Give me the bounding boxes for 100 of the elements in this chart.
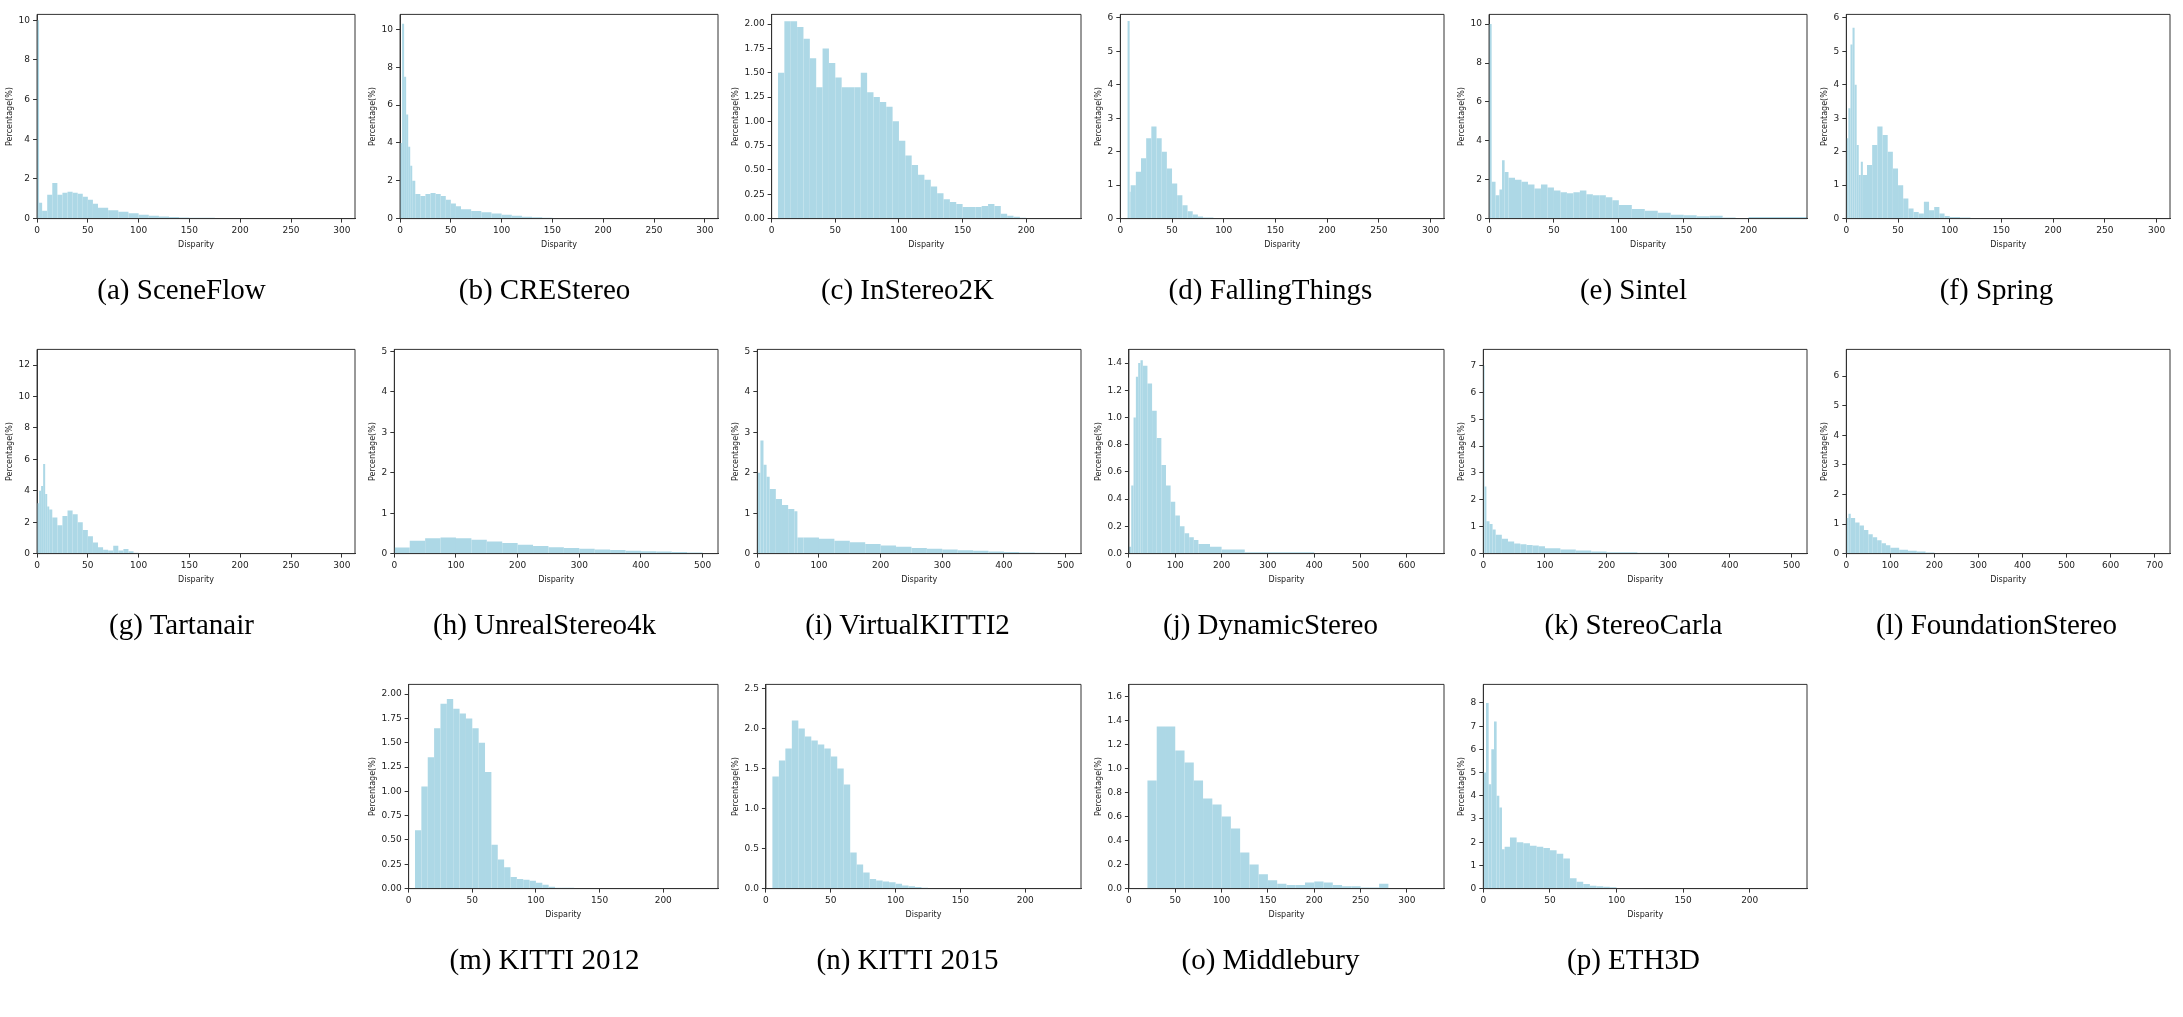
y-axis-title: Percentage(%) bbox=[4, 87, 14, 146]
x-tick-label: 200 bbox=[872, 560, 890, 571]
y-tick-label: 5 bbox=[1833, 399, 1840, 410]
y-tick-label: 4 bbox=[24, 133, 31, 144]
x-tick-label: 50 bbox=[445, 225, 457, 236]
x-tick-label: 200 bbox=[231, 225, 250, 236]
y-tick-label: 5 bbox=[1107, 45, 1114, 56]
y-tick-label: 2.0 bbox=[744, 722, 760, 733]
x-tick-label: 200 bbox=[594, 225, 613, 236]
y-tick-label: 4 bbox=[1107, 79, 1114, 90]
y-tick-label: 3 bbox=[1833, 459, 1840, 470]
y-tick-label: 4 bbox=[1833, 429, 1840, 440]
x-tick-label: 100 bbox=[1212, 895, 1231, 906]
x-tick-label: 200 bbox=[509, 560, 527, 571]
y-tick-label: 3 bbox=[1470, 467, 1477, 478]
y-tick-label: 6 bbox=[1833, 370, 1840, 381]
y-axis-title: Percentage(%) bbox=[730, 87, 740, 146]
y-axis-title: Percentage(%) bbox=[367, 87, 377, 146]
x-tick-label: 500 bbox=[1056, 560, 1075, 571]
x-tick-label: 400 bbox=[995, 560, 1013, 571]
x-tick-label: 100 bbox=[1536, 560, 1554, 571]
x-tick-label: 150 bbox=[543, 225, 562, 236]
y-tick-label: 1 bbox=[744, 507, 751, 518]
x-tick-label: 50 bbox=[1548, 225, 1560, 236]
y-tick-label: 4 bbox=[381, 386, 388, 397]
y-tick-label: 5 bbox=[1833, 45, 1840, 56]
x-tick-label: 100 bbox=[130, 560, 148, 571]
text: (o) Middlebury bbox=[1181, 943, 1360, 976]
x-tick-label: 500 bbox=[2057, 560, 2076, 571]
y-tick-label: 6 bbox=[24, 93, 31, 104]
y-tick-label: 5 bbox=[1470, 766, 1477, 777]
y-tick-label: 4 bbox=[1470, 790, 1477, 801]
y-tick-label: 1.75 bbox=[381, 712, 402, 723]
y-tick-label: 0 bbox=[387, 212, 394, 223]
y-axis-title: Percentage(%) bbox=[1456, 757, 1466, 816]
x-tick-label: 150 bbox=[1674, 895, 1692, 906]
y-tick-label: 1.6 bbox=[1107, 690, 1123, 701]
x-tick-label: 150 bbox=[180, 225, 199, 236]
y-tick-label: 2 bbox=[24, 516, 31, 527]
x-axis-title: Disparity bbox=[1990, 575, 2027, 585]
x-tick-label: 600 bbox=[2101, 560, 2120, 571]
x-tick-label: 300 bbox=[1259, 560, 1277, 571]
x-tick-label: 150 bbox=[951, 895, 970, 906]
x-axis-title: Disparity bbox=[905, 910, 942, 920]
y-tick-label: 0 bbox=[24, 547, 31, 558]
y-tick-label: 0.75 bbox=[744, 140, 765, 151]
x-tick-label: 100 bbox=[130, 225, 148, 236]
x-tick-label: 150 bbox=[1675, 225, 1693, 236]
y-tick-label: 0.8 bbox=[1107, 439, 1123, 450]
y-tick-label: 6 bbox=[1470, 386, 1477, 397]
y-tick-label: 3 bbox=[1470, 813, 1477, 824]
x-tick-label: 150 bbox=[591, 895, 609, 906]
y-tick-label: 0.50 bbox=[744, 164, 765, 175]
text: (i) VirtualKITTI2 bbox=[805, 608, 1010, 641]
x-tick-label: 250 bbox=[2096, 225, 2114, 236]
x-tick-label: 300 bbox=[333, 225, 351, 236]
y-tick-label: 5 bbox=[381, 345, 388, 356]
x-tick-label: 100 bbox=[1215, 225, 1233, 236]
y-axis-title: Percentage(%) bbox=[367, 422, 377, 481]
y-tick-label: 0.00 bbox=[744, 212, 765, 223]
x-tick-label: 100 bbox=[447, 560, 465, 571]
x-tick-label: 0 bbox=[1486, 225, 1493, 236]
text: (e) Sintel bbox=[1579, 273, 1688, 306]
x-axis-title: Disparity bbox=[1268, 910, 1305, 920]
y-tick-label: 0.6 bbox=[1107, 466, 1123, 477]
y-tick-label: 0 bbox=[1470, 547, 1477, 558]
y-tick-label: 4 bbox=[387, 137, 394, 148]
x-tick-label: 50 bbox=[825, 895, 837, 906]
y-tick-label: 10 bbox=[18, 390, 31, 401]
y-tick-label: 0.4 bbox=[1107, 493, 1123, 504]
x-tick-label: 300 bbox=[2147, 225, 2166, 236]
y-tick-label: 0.8 bbox=[1107, 786, 1123, 797]
x-tick-label: 100 bbox=[1610, 225, 1628, 236]
x-tick-label: 100 bbox=[527, 895, 545, 906]
text: (m) KITTI 2012 bbox=[449, 943, 640, 976]
x-tick-label: 150 bbox=[954, 225, 972, 236]
x-tick-label: 500 bbox=[693, 560, 712, 571]
x-tick-label: 50 bbox=[829, 225, 842, 236]
y-tick-label: 1.00 bbox=[744, 115, 765, 126]
x-tick-label: 250 bbox=[1352, 895, 1370, 906]
x-tick-label: 0 bbox=[768, 225, 775, 236]
x-tick-label: 700 bbox=[2145, 560, 2164, 571]
y-tick-label: 1 bbox=[381, 507, 388, 518]
x-tick-label: 100 bbox=[1881, 560, 1900, 571]
x-tick-label: 200 bbox=[1740, 225, 1758, 236]
y-tick-label: 8 bbox=[387, 61, 394, 72]
x-tick-label: 300 bbox=[570, 560, 589, 571]
y-tick-label: 6 bbox=[1107, 12, 1114, 23]
y-tick-label: 4 bbox=[1476, 135, 1483, 146]
y-tick-label: 1.2 bbox=[1107, 384, 1122, 395]
x-tick-label: 200 bbox=[1016, 895, 1035, 906]
text: (d) FallingThings bbox=[1168, 273, 1373, 306]
x-tick-label: 400 bbox=[632, 560, 650, 571]
x-tick-label: 100 bbox=[886, 895, 905, 906]
y-tick-label: 1.5 bbox=[744, 762, 759, 773]
x-tick-label: 300 bbox=[696, 225, 714, 236]
x-tick-label: 0 bbox=[1843, 225, 1850, 236]
x-tick-label: 150 bbox=[180, 560, 199, 571]
y-axis-title: Percentage(%) bbox=[730, 422, 740, 481]
y-tick-label: 6 bbox=[387, 99, 394, 110]
